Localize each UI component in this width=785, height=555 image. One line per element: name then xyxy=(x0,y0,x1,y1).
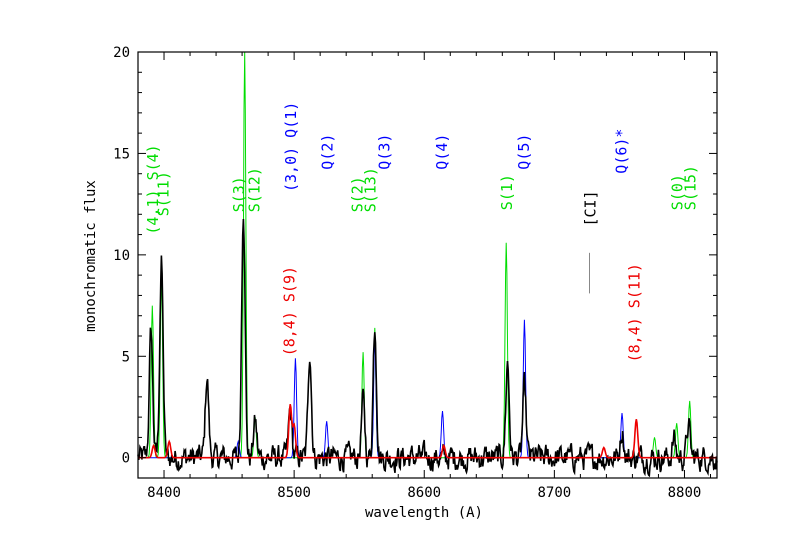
y-tick-label-1: 5 xyxy=(122,349,130,365)
line-label-10: S(1) xyxy=(498,174,516,210)
x-tick-label-3: 8700 xyxy=(538,485,572,501)
y-tick-label-3: 15 xyxy=(113,146,130,162)
series-line-observed xyxy=(137,218,718,478)
plot-frame xyxy=(137,51,718,479)
line-label-16: S(0) xyxy=(669,174,687,210)
x-tick-label-2: 8600 xyxy=(407,485,441,501)
series-line-red-model xyxy=(138,404,717,459)
line-label-15: (8,4) S(11) xyxy=(626,263,644,362)
x-tick-label-0: 8400 xyxy=(147,485,181,501)
line-label-13: Q(6)* xyxy=(613,129,631,174)
line-label-9: Q(4) xyxy=(433,134,451,170)
series-line-green-model xyxy=(138,51,717,459)
line-label-4: (3,0) Q(1) xyxy=(282,102,300,192)
line-label-8: Q(3) xyxy=(376,134,394,170)
line-label-1: S(11) xyxy=(155,171,173,216)
axes: 8400 8500 8600 8700 8800 0 5 10 15 20 xyxy=(113,45,718,501)
y-tick-label-0: 0 xyxy=(122,451,130,467)
y-tick-label-2: 10 xyxy=(113,248,130,264)
line-label-17: S(15) xyxy=(682,165,700,210)
spectrum-curves xyxy=(137,51,718,478)
line-label-12: [CI] xyxy=(581,190,599,226)
y-tick-label-4: 20 xyxy=(113,45,130,61)
line-label-5: Q(2) xyxy=(319,134,337,170)
line-label-3: S(12) xyxy=(246,167,264,212)
line-label-14: (8,4) S(9) xyxy=(281,266,299,356)
x-axis-label: wavelength (A) xyxy=(365,505,483,521)
line-label-0: (4,1) S(4) xyxy=(144,144,162,234)
line-labels: (4,1) S(4)S(11) S(3)S(12) (3,0) Q(1) Q(2) S(… xyxy=(144,102,699,363)
x-tick-label-1: 8500 xyxy=(277,485,311,501)
x-tick-label-4: 8800 xyxy=(668,485,702,501)
line-label-7: S(13) xyxy=(361,167,379,212)
line-label-2: S(3) xyxy=(230,176,248,212)
line-label-11: Q(5) xyxy=(515,134,533,170)
line-label-6: S(2) xyxy=(348,176,366,212)
y-axis-label: monochromatic flux xyxy=(83,180,99,332)
